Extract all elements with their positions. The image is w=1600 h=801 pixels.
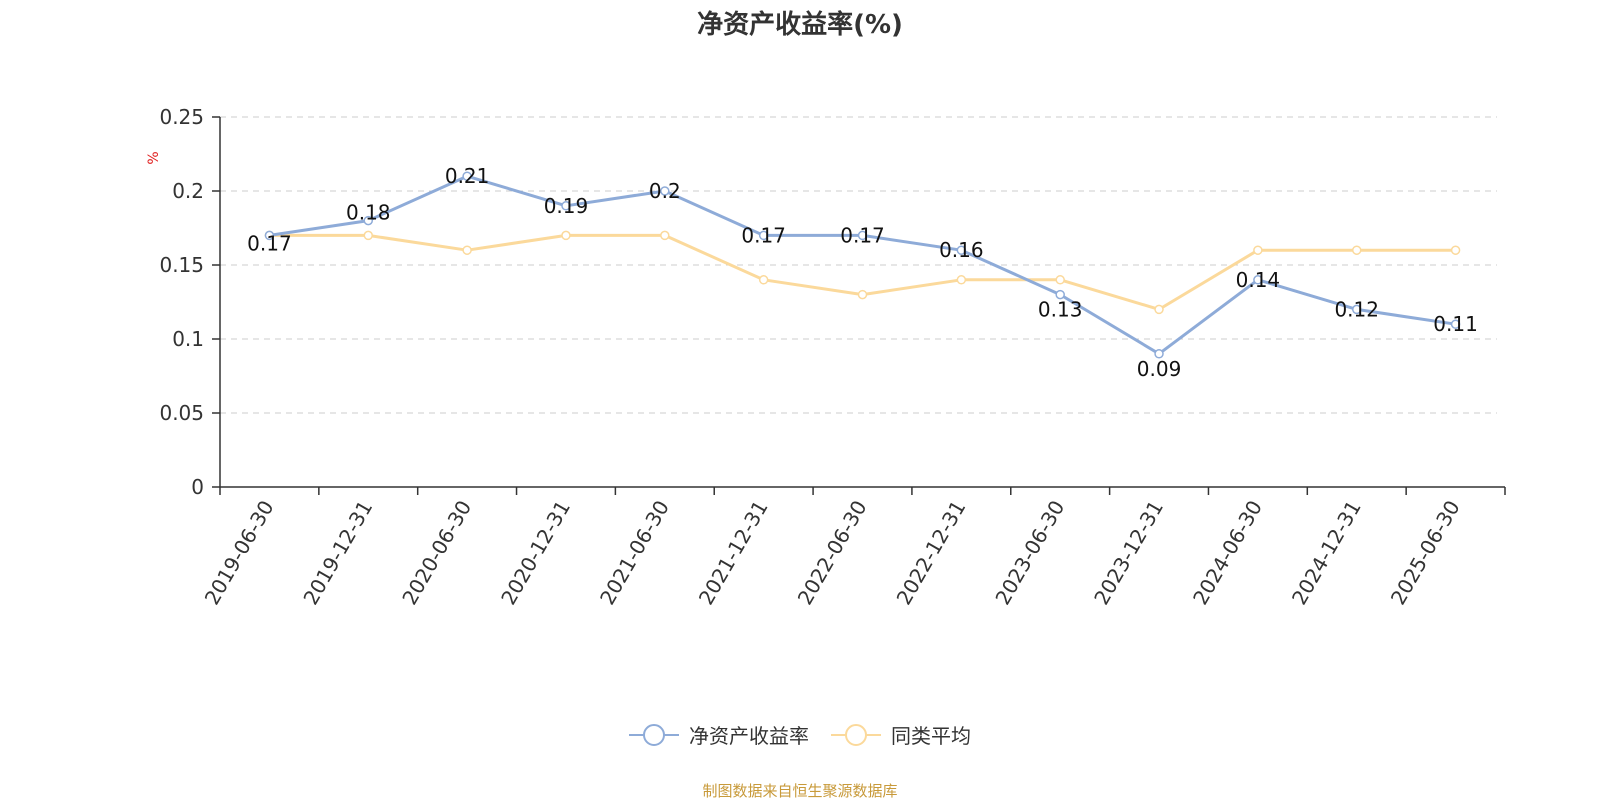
series-1-point-9 xyxy=(1154,304,1164,315)
legend-label-roe: 净资产收益率 xyxy=(689,724,809,748)
series-0-point-1 xyxy=(363,215,374,226)
series-1-point-6 xyxy=(857,289,868,300)
series-1-point-5 xyxy=(758,275,769,285)
y-tick-label-1: 0.05 xyxy=(159,401,204,425)
legend-swatch-peer-average-icon xyxy=(831,723,881,746)
series-0-point-6 xyxy=(857,230,868,241)
data-label-5: 0.17 xyxy=(741,223,786,247)
series-0-point-8 xyxy=(1055,289,1065,300)
series-1-point-4 xyxy=(660,230,670,241)
y-tick-label-3: 0.15 xyxy=(159,253,204,277)
series-0-point-11 xyxy=(1351,304,1362,315)
data-label-0: 0.17 xyxy=(247,231,292,255)
data-label-6: 0.17 xyxy=(840,223,885,247)
data-label-11: 0.12 xyxy=(1334,297,1379,321)
series-1-point-8 xyxy=(1055,275,1065,285)
x-tick-label-11: 2024-12-31 xyxy=(1287,496,1366,609)
data-label-7: 0.16 xyxy=(939,238,984,262)
x-tick-label-1: 2019-12-31 xyxy=(298,496,377,609)
legend-item-peer-average[interactable]: 同类平均 xyxy=(831,720,971,749)
x-tick-label-3: 2020-12-31 xyxy=(496,496,575,609)
series-0-point-2 xyxy=(462,171,472,181)
x-tick-label-5: 2021-12-31 xyxy=(694,496,773,609)
line-chart: 0 0.05 0.1 0.15 0.2 0.25 2019-06-30 2019-12-31 2… xyxy=(146,105,1506,609)
legend: 净资产收益率 同类平均 xyxy=(0,720,1600,749)
series-1-point-7 xyxy=(956,275,967,285)
data-label-10: 0.14 xyxy=(1236,268,1281,292)
x-tick-label-2: 2020-06-30 xyxy=(397,496,476,609)
x-tick-label-0: 2019-06-30 xyxy=(200,496,279,609)
x-tick-label-7: 2022-12-31 xyxy=(892,496,971,609)
y-tick-label-5: 0.25 xyxy=(159,105,204,129)
series-0-point-4 xyxy=(660,186,670,196)
series-0-point-5 xyxy=(758,230,769,241)
legend-label-peer-average: 同类平均 xyxy=(891,724,971,748)
series-0-point-3 xyxy=(561,201,571,211)
series-0-point-7 xyxy=(956,245,967,255)
series-1-point-12 xyxy=(1450,245,1461,255)
x-tick-label-10: 2024-06-30 xyxy=(1188,496,1267,609)
x-tick-label-6: 2022-06-30 xyxy=(793,496,872,609)
y-tick-label-4: 0.2 xyxy=(172,179,204,203)
chart-title: 净资产收益率(%) xyxy=(697,10,903,40)
data-label-8: 0.13 xyxy=(1038,298,1083,322)
series-1-point-1 xyxy=(363,230,374,241)
series-1-point-2 xyxy=(462,245,472,255)
series-1-point-10 xyxy=(1253,245,1263,255)
data-label-9: 0.09 xyxy=(1137,357,1182,381)
series-1-point-3 xyxy=(561,230,571,241)
series-0-point-12 xyxy=(1450,319,1461,329)
data-label-4: 0.2 xyxy=(649,179,681,203)
data-source-note: 制图数据来自恒生聚源数据库 xyxy=(702,782,898,800)
x-tick-label-9: 2023-12-31 xyxy=(1089,496,1168,609)
data-label-2: 0.21 xyxy=(445,164,490,188)
x-tick-label-12: 2025-06-30 xyxy=(1386,496,1465,609)
data-label-1: 0.18 xyxy=(346,201,391,225)
x-tick-label-8: 2023-06-30 xyxy=(990,496,1069,609)
y-tick-label-0: 0 xyxy=(191,475,204,499)
data-label-12: 0.11 xyxy=(1433,312,1478,336)
y-tick-label-2: 0.1 xyxy=(172,327,204,351)
series-0-point-0 xyxy=(264,230,275,241)
y-axis-unit-label: % xyxy=(146,151,162,164)
x-tick-label-4: 2021-06-30 xyxy=(595,496,674,609)
legend-swatch-roe-icon xyxy=(629,723,679,746)
data-label-3: 0.19 xyxy=(544,194,589,218)
legend-item-roe[interactable]: 净资产收益率 xyxy=(629,720,809,749)
series-1-point-11 xyxy=(1351,245,1362,255)
series-0-point-9 xyxy=(1154,349,1164,359)
series-0-point-10 xyxy=(1253,275,1263,285)
